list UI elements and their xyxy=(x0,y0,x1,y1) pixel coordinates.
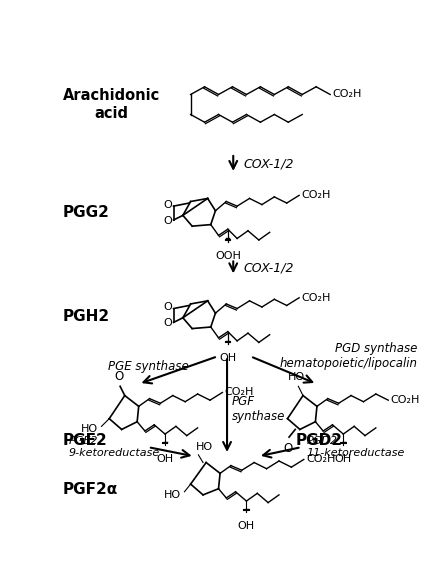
Text: PGH2: PGH2 xyxy=(63,308,110,324)
Text: PGD2
11-ketoreductase: PGD2 11-ketoreductase xyxy=(307,436,405,458)
Text: CO₂H: CO₂H xyxy=(225,388,254,398)
Text: PGE2
9-ketoreductase: PGE2 9-ketoreductase xyxy=(69,436,160,458)
Text: OH: OH xyxy=(219,353,236,363)
Text: HO: HO xyxy=(288,372,305,382)
Text: CO₂H: CO₂H xyxy=(391,395,420,405)
Text: HO: HO xyxy=(81,424,99,434)
Text: Arachidonic
acid: Arachidonic acid xyxy=(63,88,160,120)
Text: PGE2: PGE2 xyxy=(63,434,107,449)
Text: PGF
synthase: PGF synthase xyxy=(232,395,285,423)
Text: OH: OH xyxy=(238,521,255,531)
Text: CO₂H: CO₂H xyxy=(301,190,331,200)
Text: HO: HO xyxy=(164,490,181,500)
Text: O: O xyxy=(163,302,172,312)
Text: OH: OH xyxy=(335,454,352,464)
Text: O: O xyxy=(163,200,172,210)
Text: CO₂H: CO₂H xyxy=(333,90,362,100)
Text: O: O xyxy=(163,216,172,226)
Text: CO₂H: CO₂H xyxy=(301,293,331,303)
Text: OH: OH xyxy=(157,454,174,464)
Text: O: O xyxy=(163,318,172,328)
Text: PGG2: PGG2 xyxy=(63,205,110,220)
Text: OOH: OOH xyxy=(215,251,241,261)
Text: PGD synthase
hematopoietic/lipocalin: PGD synthase hematopoietic/lipocalin xyxy=(280,342,418,370)
Text: PGE synthase: PGE synthase xyxy=(108,360,188,373)
Text: PGF2α: PGF2α xyxy=(63,482,118,497)
Text: O: O xyxy=(114,370,123,383)
Text: COX-1/2: COX-1/2 xyxy=(243,261,294,274)
Text: CO₂H: CO₂H xyxy=(306,455,335,464)
Text: HO: HO xyxy=(196,442,213,452)
Text: PGD2: PGD2 xyxy=(295,434,342,449)
Text: COX-1/2: COX-1/2 xyxy=(243,157,294,171)
Text: O: O xyxy=(283,442,292,455)
